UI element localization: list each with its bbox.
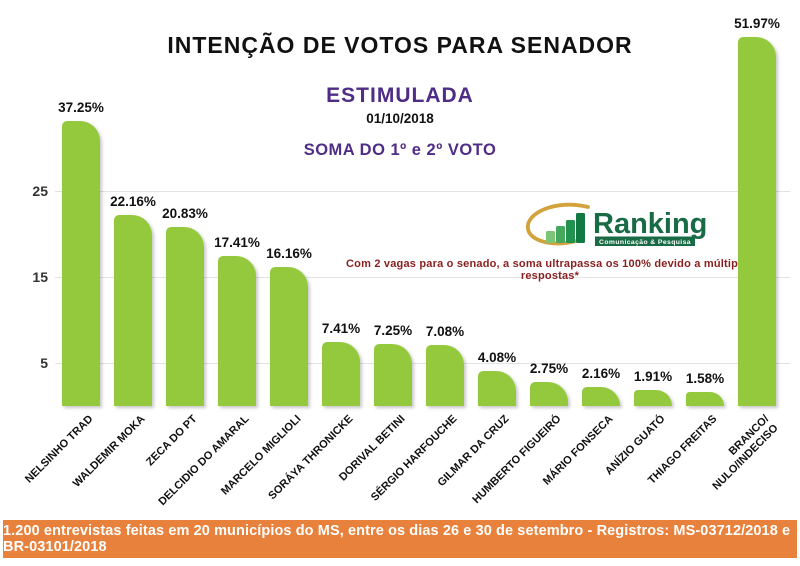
bar-value-label: 4.08% — [477, 349, 517, 365]
logo-tagline: Comunicação & Pesquisa — [599, 239, 691, 246]
ranking-logo-graphic: Ranking Comunicação & Pesquisa — [526, 202, 707, 246]
bar-value-label: 7.25% — [373, 322, 413, 338]
bar-value-label: 17.41% — [214, 235, 260, 251]
category-label: DORIVAL BETINI — [337, 413, 408, 484]
bar — [218, 256, 256, 406]
logo-tagline-banner — [595, 236, 695, 246]
bar-value-label: 51.97% — [734, 16, 780, 32]
bar — [738, 37, 776, 406]
bar — [478, 370, 516, 406]
survey-date: 01/10/2018 — [366, 111, 434, 126]
bar — [426, 345, 464, 406]
bar — [686, 392, 724, 406]
bar — [270, 267, 308, 406]
gridline — [55, 191, 790, 192]
category-label: THIAGO FREITAS — [645, 413, 720, 487]
bar-value-label: 7.08% — [425, 324, 465, 340]
logo-wordmark: Ranking — [593, 208, 707, 240]
bar — [62, 121, 100, 406]
sum-votes-subheading: SOMA DO 1º e 2º VOTO — [303, 141, 497, 159]
bar-value-label: 7.41% — [321, 321, 361, 337]
category-label: SÉRGIO HARFOUCHE — [368, 413, 460, 504]
category-label: GILMAR DA CRUZ — [435, 413, 512, 490]
category-label: ANÍZIO GUATÓ — [602, 413, 668, 478]
bar — [374, 343, 412, 406]
category-label: DELCIDIO DO AMARAL — [156, 413, 252, 509]
category-label: WALDEMIR MOKA — [70, 413, 148, 490]
footer-banner: 1.200 entrevistas feitas em 20 município… — [3, 520, 797, 558]
bar-value-label: 2.16% — [581, 366, 621, 382]
y-tick-label: 15 — [32, 269, 48, 285]
bar-value-label: 16.16% — [266, 246, 312, 262]
category-label: ZECA DO PT — [144, 413, 200, 469]
y-tick-label: 25 — [32, 183, 48, 199]
gridline — [55, 363, 790, 364]
gridline — [55, 277, 790, 278]
gold-swoosh-icon — [526, 202, 590, 246]
category-label: HUMBERTO FIGUEIRÓ — [470, 413, 564, 507]
bar — [582, 387, 620, 406]
ranking-logo: Ranking Comunicação & Pesquisa — [522, 200, 707, 250]
category-label: BRANCO/ NULO/INDECISO — [710, 413, 781, 493]
bar — [634, 389, 672, 406]
bar-value-label: 1.91% — [633, 368, 673, 384]
bar-chart-icon — [546, 213, 585, 243]
bar — [322, 342, 360, 406]
bar — [166, 226, 204, 406]
page-title: INTENÇÃO DE VOTOS PARA SENADOR — [167, 32, 633, 58]
bar-value-label: 22.16% — [110, 194, 156, 210]
y-tick-label: 5 — [40, 355, 48, 371]
bar-value-label: 1.58% — [685, 371, 725, 387]
subtitle-estimulada: ESTIMULADA — [326, 84, 474, 107]
category-label: MÁRIO FONSECA — [540, 413, 616, 488]
bar-value-label: 20.83% — [162, 205, 208, 221]
category-label: SORÁYA THRONICKE — [266, 413, 356, 503]
footer-text: 1.200 entrevistas feitas em 20 município… — [3, 523, 791, 555]
bar — [114, 215, 152, 406]
bar — [530, 382, 568, 406]
bar-value-label: 37.25% — [58, 100, 104, 116]
category-label: MARCELO MIGLIOLI — [218, 413, 304, 498]
bar-value-label: 2.75% — [529, 361, 569, 377]
methodology-note: Com 2 vagas para o senado, a soma ultrap… — [346, 258, 754, 282]
